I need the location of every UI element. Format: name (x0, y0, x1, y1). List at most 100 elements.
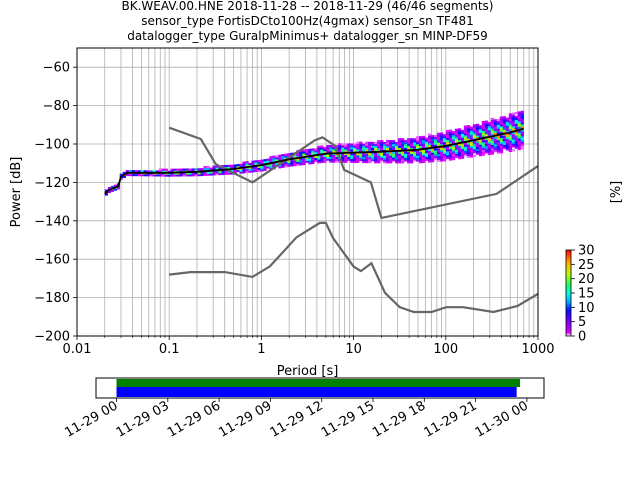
heatmap-cell (389, 161, 393, 164)
heatmap-cell (478, 129, 483, 132)
heatmap-cell (356, 147, 360, 150)
heatmap-cell (326, 158, 330, 161)
heatmap-cell (421, 151, 426, 154)
heatmap-cell (311, 156, 315, 159)
heatmap-cell (107, 186, 112, 190)
heatmap-cell (421, 143, 426, 146)
heatmap-cell (401, 143, 405, 147)
heatmap-cell (299, 151, 303, 154)
heatmap-cell (457, 149, 462, 152)
heatmap-cell (439, 140, 444, 143)
heatmap-cell (275, 162, 279, 166)
heatmap-cell (377, 147, 381, 150)
heatmap-cell (460, 133, 465, 136)
heatmap-cell (155, 174, 159, 177)
heatmap-cell (427, 135, 432, 138)
heatmap-cell (460, 137, 465, 140)
heatmap-cell (386, 153, 390, 156)
heatmap-cell (212, 173, 216, 176)
heatmap-cell (332, 160, 336, 163)
colorbar (565, 249, 572, 337)
heatmap-cell (478, 131, 483, 134)
heatmap-cell (508, 149, 513, 153)
heatmap-cell (466, 146, 471, 149)
heatmap-cell (430, 150, 435, 153)
heatmap-cell (466, 125, 471, 128)
heatmap-cell (146, 174, 150, 177)
heatmap-cell (191, 172, 195, 175)
heatmap-cell (499, 145, 504, 148)
heatmap-cell (251, 166, 255, 169)
heatmap-cell (128, 170, 132, 173)
heatmap-cell (392, 159, 396, 162)
heatmap-cell (374, 159, 378, 162)
heatmap-cell (421, 155, 426, 158)
heatmap-cell (508, 113, 513, 116)
heatmap-cell (475, 148, 480, 151)
heatmap-cell (520, 139, 525, 142)
heatmap-cell (365, 159, 369, 162)
heatmap-cell (442, 138, 447, 141)
heatmap-cell (469, 130, 474, 133)
heatmap-cell (335, 154, 339, 157)
heatmap-cell (517, 115, 522, 118)
heatmap-cell (508, 142, 513, 145)
heatmap-cell (451, 146, 456, 149)
heatmap-cell (490, 138, 495, 142)
heatmap-cell (433, 140, 438, 143)
heatmap-cell (377, 140, 381, 143)
heatmap-cell (362, 147, 366, 150)
heatmap-cell (481, 122, 486, 126)
heatmap-cell (490, 133, 495, 136)
heatmap-cell (359, 143, 363, 146)
heatmap-cell (493, 142, 498, 145)
heatmap-cell (505, 131, 510, 134)
heatmap-cell (454, 140, 459, 143)
heatmap-cell (466, 128, 471, 132)
heatmap-cell (415, 155, 420, 158)
heatmap-cell (508, 144, 513, 147)
heatmap-cell (511, 131, 516, 135)
heatmap-cell (517, 120, 522, 124)
heatmap-cell (110, 185, 115, 189)
new-low-noise-model-line (169, 221, 538, 314)
heatmap-cell (496, 118, 501, 122)
heatmap-cell (308, 162, 312, 165)
heatmap-cell (520, 141, 525, 144)
heatmap-cell (424, 150, 429, 154)
heatmap-cell (365, 143, 369, 146)
heatmap-cell (478, 138, 483, 141)
heatmap-cell (442, 143, 447, 147)
heatmap-cell (487, 131, 492, 134)
heatmap-cell (362, 158, 366, 162)
heatmap-cell (137, 170, 141, 173)
heatmap-cell (302, 149, 306, 152)
heatmap-cell (445, 143, 450, 146)
heatmap-cell (302, 160, 306, 164)
heatmap-cell (496, 128, 501, 131)
heatmap-cell (323, 147, 327, 150)
heatmap-cell (490, 131, 495, 134)
heatmap-cell (371, 143, 375, 146)
heatmap-cell (493, 123, 498, 126)
heatmap-cell (218, 170, 222, 174)
heatmap-cell (341, 154, 345, 158)
y-axis-ticks: −60 −80 −100 −120 −140 −160 −180 −200 (34, 61, 77, 345)
heatmap-cell (404, 151, 408, 154)
heatmap-cell (296, 161, 300, 164)
heatmap-cell (478, 152, 483, 155)
heatmap-cell (344, 158, 348, 161)
heatmap-cell (176, 172, 180, 175)
heatmap-cell (439, 136, 444, 139)
heatmap-cell (502, 139, 507, 142)
heatmap-cell (347, 152, 351, 156)
heatmap-cell (472, 128, 477, 131)
heatmap-cell (484, 149, 489, 152)
heatmap-cell (188, 172, 192, 175)
heatmap-cell (368, 153, 372, 156)
heatmap-cell (407, 142, 411, 145)
heatmap-cell (487, 152, 492, 155)
heatmap-cell (320, 158, 324, 162)
heatmap-cell (335, 158, 339, 161)
heatmap-cell (398, 143, 402, 147)
